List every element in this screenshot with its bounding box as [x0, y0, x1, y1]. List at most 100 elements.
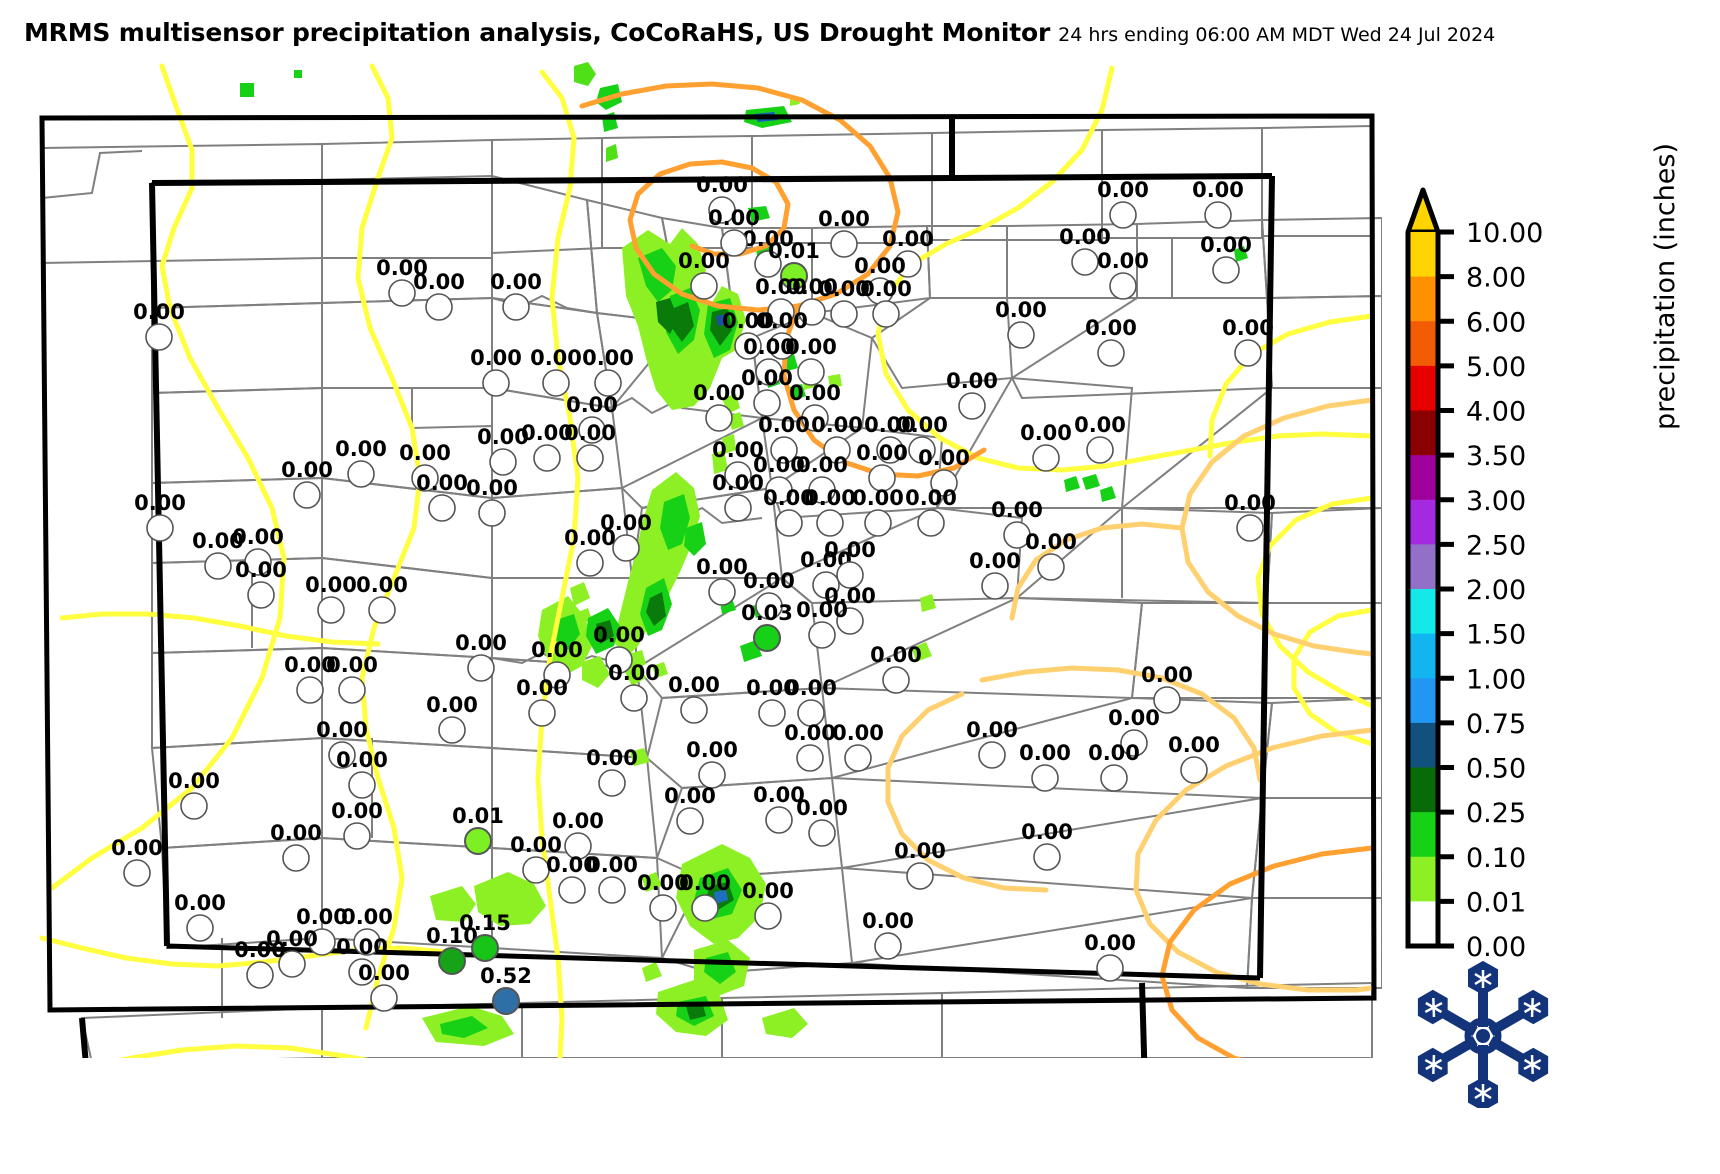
- station-circle[interactable]: [1007, 321, 1035, 349]
- station-marker[interactable]: 0.00: [743, 335, 795, 386]
- station-circle[interactable]: [906, 862, 934, 890]
- station-circle[interactable]: [724, 494, 752, 522]
- station-circle[interactable]: [411, 464, 439, 492]
- station-marker[interactable]: 0.00: [1141, 663, 1193, 714]
- station-circle[interactable]: [753, 389, 781, 417]
- station-marker[interactable]: 0.00: [1200, 233, 1252, 284]
- station-marker[interactable]: 0.00: [466, 476, 518, 527]
- station-circle[interactable]: [753, 624, 781, 652]
- station-marker[interactable]: 0.00: [796, 796, 848, 847]
- station-circle[interactable]: [830, 230, 858, 258]
- station-circle[interactable]: [844, 744, 872, 772]
- station-circle[interactable]: [836, 607, 864, 635]
- station-circle[interactable]: [471, 934, 499, 962]
- station-marker[interactable]: 0.00: [192, 529, 244, 580]
- station-circle[interactable]: [605, 646, 633, 674]
- station-marker[interactable]: 0.00: [742, 227, 794, 278]
- station-marker[interactable]: 0.00: [552, 809, 604, 860]
- station-marker[interactable]: 0.00: [1224, 491, 1276, 542]
- station-circle[interactable]: [368, 596, 396, 624]
- station-circle[interactable]: [620, 684, 648, 712]
- station-marker[interactable]: 0.00: [376, 256, 428, 307]
- station-marker[interactable]: 0.01: [452, 804, 504, 855]
- station-marker[interactable]: 0.00: [336, 748, 388, 799]
- station-circle[interactable]: [676, 807, 704, 835]
- station-marker[interactable]: 0.00: [234, 938, 286, 989]
- station-marker[interactable]: 0.00: [608, 661, 660, 712]
- station-circle[interactable]: [296, 676, 324, 704]
- station-marker[interactable]: 0.00: [281, 458, 333, 509]
- station-marker[interactable]: 0.00: [1192, 178, 1244, 229]
- station-marker[interactable]: 0.00: [755, 275, 807, 326]
- station-marker[interactable]: 0.00: [232, 525, 284, 576]
- station-marker[interactable]: 0.00: [266, 927, 318, 978]
- station-circle[interactable]: [836, 561, 864, 589]
- station-circle[interactable]: [576, 444, 604, 472]
- station-markers[interactable]: 0.000.000.00 0.000.00 0.00 0.000.000.000.00…: [111, 173, 1276, 1015]
- station-marker[interactable]: 0.00: [1019, 741, 1071, 792]
- station-marker[interactable]: 0.00: [796, 453, 848, 504]
- station-circle[interactable]: [1234, 339, 1262, 367]
- station-marker[interactable]: 0.00: [1222, 316, 1274, 367]
- station-marker[interactable]: 0.00: [546, 853, 598, 904]
- station-marker[interactable]: 0.00: [566, 393, 618, 444]
- station-circle[interactable]: [1204, 201, 1232, 229]
- station-marker[interactable]: 0.00: [1108, 706, 1160, 757]
- station-circle[interactable]: [798, 298, 826, 326]
- station-marker[interactable]: 0.00: [316, 718, 368, 769]
- station-circle[interactable]: [690, 272, 718, 300]
- station-marker[interactable]: 0.00: [531, 638, 583, 689]
- station-marker[interactable]: 0.00: [686, 738, 738, 789]
- station-circle[interactable]: [558, 876, 586, 904]
- station-circle[interactable]: [796, 744, 824, 772]
- station-circle[interactable]: [864, 509, 892, 537]
- station-circle[interactable]: [533, 444, 561, 472]
- station-marker[interactable]: 0.00: [1020, 421, 1072, 472]
- station-circle[interactable]: [317, 596, 345, 624]
- station-marker[interactable]: 0.00: [753, 783, 805, 834]
- station-marker[interactable]: 0.00: [235, 558, 287, 609]
- station-marker[interactable]: 0.00: [860, 277, 912, 328]
- station-circle[interactable]: [1212, 256, 1240, 284]
- station-circle[interactable]: [1071, 248, 1099, 276]
- station-marker[interactable]: 0.00: [742, 879, 794, 930]
- station-circle[interactable]: [1096, 954, 1124, 982]
- station-circle[interactable]: [1003, 521, 1031, 549]
- station-marker[interactable]: 0.00: [168, 769, 220, 820]
- station-circle[interactable]: [767, 298, 795, 326]
- station-circle[interactable]: [797, 358, 825, 386]
- station-marker[interactable]: 0.00: [413, 270, 465, 321]
- station-circle[interactable]: [564, 832, 592, 860]
- station-circle[interactable]: [438, 947, 466, 975]
- station-circle[interactable]: [755, 358, 783, 386]
- station-circle[interactable]: [467, 654, 495, 682]
- station-marker[interactable]: 0.00: [455, 631, 507, 682]
- station-marker[interactable]: 0.00: [811, 413, 863, 464]
- station-marker[interactable]: 0.00: [818, 207, 870, 258]
- station-circle[interactable]: [1031, 764, 1059, 792]
- station-marker[interactable]: 0.00: [712, 438, 764, 489]
- station-marker[interactable]: 0.00: [785, 335, 837, 386]
- station-circle[interactable]: [816, 509, 844, 537]
- station-marker[interactable]: 0.00: [784, 721, 836, 772]
- station-marker[interactable]: 0.00: [1059, 225, 1111, 276]
- station-circle[interactable]: [780, 262, 808, 290]
- station-marker[interactable]: 0.00: [335, 437, 387, 488]
- station-marker[interactable]: 0.00: [296, 905, 348, 956]
- station-circle[interactable]: [282, 844, 310, 872]
- station-marker[interactable]: 0.00: [824, 538, 876, 589]
- station-marker[interactable]: 0.00: [426, 693, 478, 744]
- station-marker[interactable]: 0.00: [786, 275, 838, 326]
- station-circle[interactable]: [978, 741, 1006, 769]
- station-circle[interactable]: [808, 476, 836, 504]
- station-marker[interactable]: 0.00: [1025, 530, 1077, 581]
- station-circle[interactable]: [246, 961, 274, 989]
- station-marker[interactable]: 0.03: [741, 601, 793, 652]
- station-circle[interactable]: [522, 856, 550, 884]
- station-circle[interactable]: [868, 464, 896, 492]
- station-marker[interactable]: 0.00: [341, 905, 393, 956]
- station-circle[interactable]: [1032, 444, 1060, 472]
- station-circle[interactable]: [1180, 756, 1208, 784]
- station-marker[interactable]: 0.01: [768, 239, 820, 290]
- station-marker[interactable]: 0.00: [1085, 316, 1137, 367]
